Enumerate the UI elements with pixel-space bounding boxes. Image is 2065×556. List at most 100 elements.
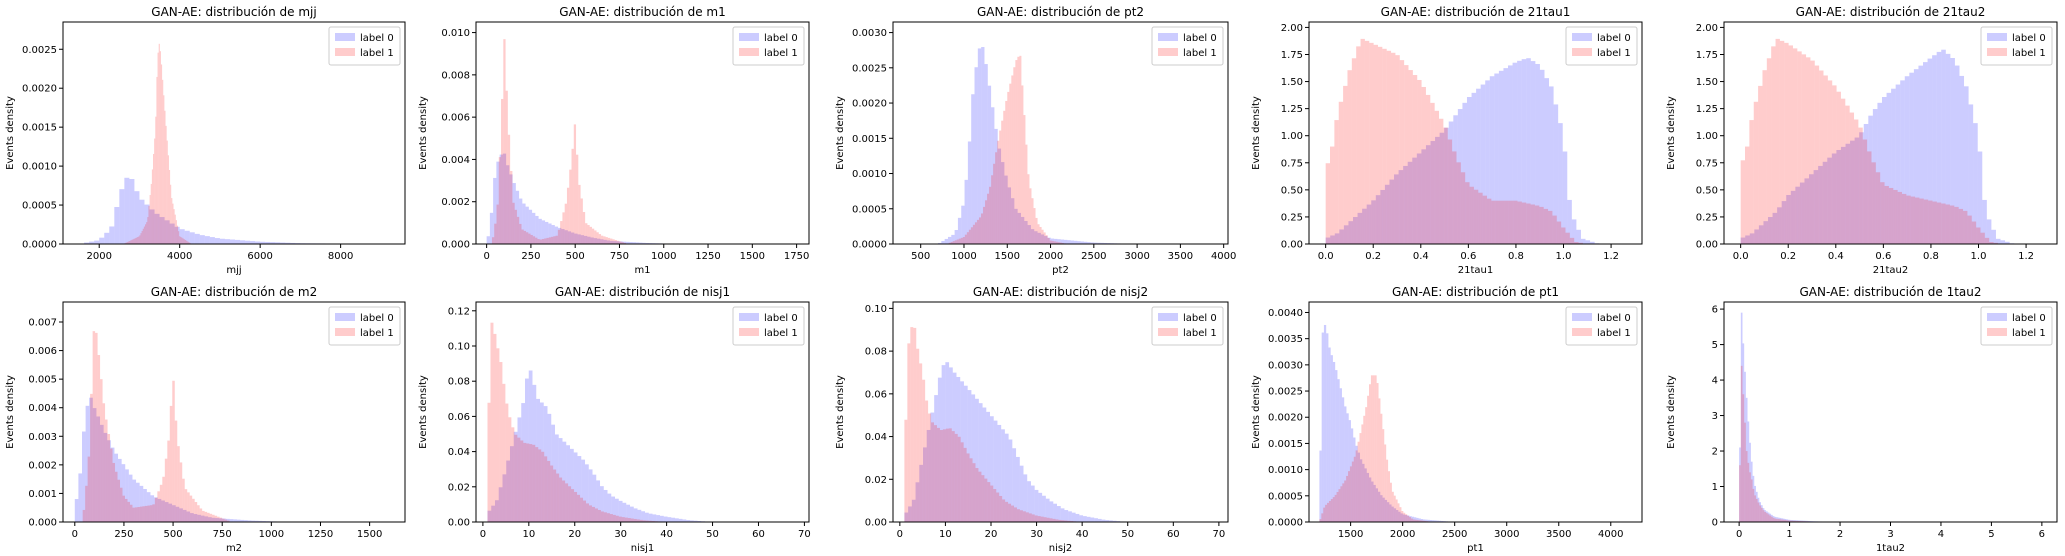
histogram-bar [523,230,527,244]
histogram-bar [642,242,646,244]
histogram-bar [1977,151,1983,244]
histogram-bar [1408,70,1413,245]
histogram-bar [624,517,628,522]
histogram-bar [1040,516,1044,522]
histogram-bar [551,424,556,522]
histogram-bar [1430,141,1436,244]
histogram-bar [1411,516,1415,522]
histogram-bar [1797,51,1802,244]
histogram-bar [280,242,286,244]
histogram-bar [509,174,513,244]
histogram-bar [1337,379,1340,522]
histogram-bar [1906,195,1911,244]
histogram-bar [1954,65,1960,244]
histogram-bar [1416,153,1422,244]
subplot: 0.0 0.2 0.4 0.6 0.8 1.0 1.2 0.00 0.25 0.50 0.75 1.0… [1251,5,1643,276]
histogram-bar [941,365,946,522]
histogram-bar [1749,442,1751,522]
histogram-bar [1795,186,1800,244]
y-tick-label: 0.003 [28,432,57,443]
histogram-bar [1796,520,1798,522]
histogram-bar [208,517,212,522]
histogram-bar [219,238,225,244]
y-axis-label: Events density [5,96,16,170]
histogram-bar [1025,512,1029,522]
histogram-bar [1353,456,1356,522]
legend-label: label 0 [1183,313,1217,324]
histogram-bar [1348,471,1350,522]
histogram-bar [1064,520,1068,522]
histogram-bar [930,412,935,522]
histogram-bar [618,516,622,522]
histogram-bar [1382,497,1385,522]
histogram-bar [512,183,516,244]
histogram-bar [1053,241,1056,244]
series-label-0 [938,47,1138,245]
histogram-bar [1402,514,1406,522]
histogram-bar [134,191,140,244]
histogram-bar [1932,201,1937,244]
histogram-bar [566,187,570,244]
histogram-bar [1416,519,1419,522]
histogram-bar [92,331,96,522]
x-tick-label: 1000 [259,529,284,540]
x-tick-label: 40 [1076,529,1089,540]
histogram-bar [606,240,611,244]
histogram-bar [1344,480,1347,522]
histogram-bar [1904,76,1910,244]
histogram-bar [1045,498,1050,522]
y-axis-label: Events density [1666,96,1677,170]
y-axis-label: Events density [418,375,429,449]
histogram-bar [1412,519,1415,522]
histogram-bar [556,473,560,522]
histogram-bar [1094,518,1098,522]
x-tick-label: 3000 [1494,529,1519,540]
histogram-bar [1764,511,1767,522]
histogram-bar [571,232,575,244]
histogram-bar [629,242,633,244]
histogram-bar [154,213,160,244]
histogram-bar [173,209,175,244]
histogram-bar [1051,240,1054,244]
histogram-bar [1340,486,1343,522]
histogram-bar [1439,118,1444,244]
histogram-bar [616,241,620,244]
histogram-bar [1813,170,1819,244]
histogram-bar [496,348,500,522]
histogram-bar [193,514,198,522]
histogram-bar [199,508,203,522]
histogram-bar [1037,232,1041,244]
histogram-bar [538,449,542,522]
histogram-bar [182,478,185,522]
histogram-bar [1011,198,1015,244]
histogram-bar [600,486,604,522]
histogram-bar [1005,100,1008,244]
histogram-bar [1460,172,1466,244]
histogram-bar [1382,429,1385,522]
chart-title: GAN-AE: distribución de pt2 [977,5,1144,19]
histogram-bar [1794,520,1797,522]
histogram-bar [1465,182,1470,244]
histogram-bar [1744,371,1746,522]
histogram-bar [923,447,927,522]
histogram-bar [1790,190,1796,244]
histogram-bar [270,242,276,244]
histogram-bar [1562,151,1568,244]
histogram-bar [603,512,607,522]
histogram-bar [1046,517,1050,522]
histogram-bar [1389,504,1392,522]
histogram-bar [975,468,979,522]
histogram-bar [639,242,643,244]
histogram-bar [1530,204,1535,244]
histogram-bar [1845,143,1851,244]
histogram-bar [229,239,236,244]
histogram-bar [597,238,601,244]
legend-swatch [1158,48,1178,56]
histogram-bar [1742,394,1745,522]
histogram-bar [1395,55,1400,244]
subplot: 2000 4000 6000 8000 0.0000 0.0005 0.0010 0.0015… [5,5,406,276]
chart-title: GAN-AE: distribución de 1tau2 [1799,285,1981,299]
y-tick-label: 0.50 [1696,185,1718,196]
histogram-bar [1334,494,1337,522]
histogram-bar [1386,459,1389,522]
